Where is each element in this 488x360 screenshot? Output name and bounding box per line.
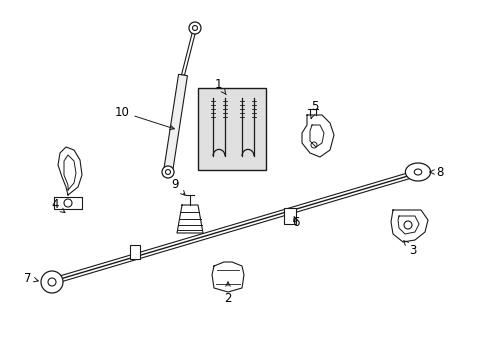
Polygon shape — [163, 74, 187, 173]
Bar — [284, 208, 295, 224]
Ellipse shape — [405, 163, 430, 181]
Text: 1: 1 — [214, 77, 226, 95]
Text: 8: 8 — [429, 166, 443, 179]
Circle shape — [189, 22, 201, 34]
Text: 6: 6 — [292, 216, 299, 229]
Text: 10: 10 — [114, 105, 174, 130]
Text: 5: 5 — [310, 99, 318, 118]
Text: 4: 4 — [51, 198, 65, 213]
Bar — [130, 245, 140, 259]
Text: 9: 9 — [171, 179, 185, 195]
Circle shape — [41, 271, 63, 293]
Circle shape — [162, 166, 174, 178]
Text: 3: 3 — [403, 241, 416, 256]
Text: 2: 2 — [224, 282, 231, 305]
Text: 7: 7 — [24, 271, 38, 284]
Bar — [198, 88, 265, 170]
Polygon shape — [181, 28, 196, 75]
